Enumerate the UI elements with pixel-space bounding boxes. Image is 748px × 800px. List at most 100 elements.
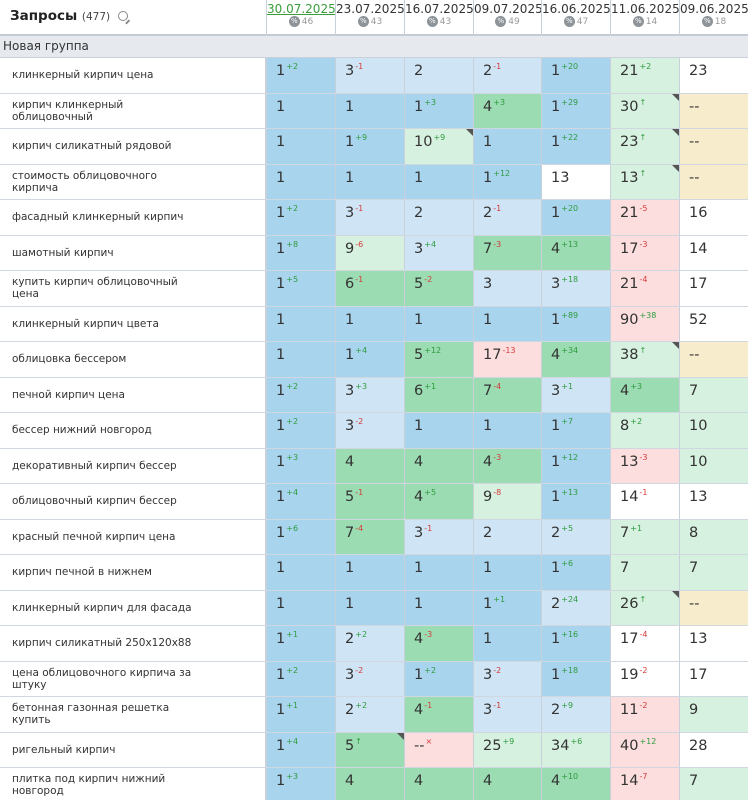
position-cell[interactable]: 1: [266, 93, 335, 128]
position-cell[interactable]: 1+29: [541, 93, 610, 128]
position-cell[interactable]: 17-13: [473, 342, 541, 377]
position-cell[interactable]: --: [679, 129, 748, 164]
position-cell[interactable]: --×: [404, 732, 473, 767]
position-cell[interactable]: 4: [404, 768, 473, 800]
position-cell[interactable]: 7: [679, 377, 748, 412]
position-cell[interactable]: 8: [679, 519, 748, 554]
query-text[interactable]: цена облицовочного кирпича за штуку: [0, 661, 266, 696]
position-cell[interactable]: 3+3: [335, 377, 404, 412]
position-cell[interactable]: 21+2: [610, 58, 679, 93]
position-cell[interactable]: 14-7: [610, 768, 679, 800]
position-cell[interactable]: 52: [679, 306, 748, 341]
query-text[interactable]: бессер нижний новгород: [0, 413, 266, 448]
position-cell[interactable]: 1: [473, 413, 541, 448]
query-text[interactable]: декоративный кирпич бессер: [0, 448, 266, 483]
position-cell[interactable]: 21-5: [610, 200, 679, 235]
position-cell[interactable]: 1+2: [266, 200, 335, 235]
position-cell[interactable]: 5↑: [335, 732, 404, 767]
position-cell[interactable]: 90+38: [610, 306, 679, 341]
queries-header[interactable]: Запросы (477): [10, 8, 128, 24]
position-cell[interactable]: 17: [679, 271, 748, 306]
date-label[interactable]: 09.07.2025: [474, 2, 543, 16]
query-text[interactable]: облицовочный кирпич бессер: [0, 484, 266, 519]
position-cell[interactable]: 13: [679, 626, 748, 661]
query-text[interactable]: стоимость облицовочного кирпича: [0, 164, 266, 199]
position-cell[interactable]: 1+6: [541, 555, 610, 590]
query-text[interactable]: плитка под кирпич нижний новгород: [0, 768, 266, 800]
position-cell[interactable]: 2-1: [473, 58, 541, 93]
date-label[interactable]: 11.06.2025: [611, 2, 680, 16]
percent-icon[interactable]: %: [701, 16, 713, 27]
position-cell[interactable]: 7: [610, 555, 679, 590]
position-cell[interactable]: 1+2: [266, 413, 335, 448]
query-text[interactable]: бетонная газонная решетка купить: [0, 697, 266, 732]
position-cell[interactable]: 1: [335, 306, 404, 341]
query-text[interactable]: кирпич силикатный рядовой: [0, 129, 266, 164]
position-cell[interactable]: 4+5: [404, 484, 473, 519]
position-cell[interactable]: 1+3: [266, 448, 335, 483]
position-cell[interactable]: 6-1: [335, 271, 404, 306]
position-cell[interactable]: 25+9: [473, 732, 541, 767]
position-cell[interactable]: 7: [679, 555, 748, 590]
position-cell[interactable]: 1+1: [473, 590, 541, 625]
percent-icon[interactable]: %: [632, 16, 644, 27]
position-cell[interactable]: 9-6: [335, 235, 404, 270]
query-text[interactable]: клинкерный кирпич цена: [0, 58, 266, 93]
position-cell[interactable]: 1+7: [541, 413, 610, 448]
position-cell[interactable]: 1: [404, 555, 473, 590]
query-text[interactable]: кирпич силикатный 250х120х88: [0, 626, 266, 661]
position-cell[interactable]: --: [679, 164, 748, 199]
position-cell[interactable]: 21-4: [610, 271, 679, 306]
position-cell[interactable]: 4+3: [473, 93, 541, 128]
query-text[interactable]: клинкерный кирпич для фасада: [0, 590, 266, 625]
date-column-header[interactable]: 16.06.2025% 47: [541, 0, 611, 36]
position-cell[interactable]: 4: [335, 448, 404, 483]
position-cell[interactable]: 3-1: [335, 58, 404, 93]
position-cell[interactable]: 3-2: [473, 661, 541, 696]
position-cell[interactable]: 4-3: [404, 626, 473, 661]
position-cell[interactable]: 1: [473, 555, 541, 590]
percent-icon[interactable]: %: [426, 16, 438, 27]
position-cell[interactable]: 4+34: [541, 342, 610, 377]
query-text[interactable]: ригельный кирпич: [0, 732, 266, 767]
position-cell[interactable]: 1+9: [335, 129, 404, 164]
position-cell[interactable]: 1+1: [266, 697, 335, 732]
position-cell[interactable]: 5-1: [335, 484, 404, 519]
position-cell[interactable]: 1+16: [541, 626, 610, 661]
position-cell[interactable]: 1+89: [541, 306, 610, 341]
date-label[interactable]: 23.07.2025: [336, 2, 405, 16]
position-cell[interactable]: 1+6: [266, 519, 335, 554]
position-cell[interactable]: 11-2: [610, 697, 679, 732]
position-cell[interactable]: 7-4: [335, 519, 404, 554]
date-column-header[interactable]: 11.06.2025% 14: [610, 0, 680, 36]
position-cell[interactable]: 13↑: [610, 164, 679, 199]
position-cell[interactable]: 28: [679, 732, 748, 767]
position-cell[interactable]: 5-2: [404, 271, 473, 306]
position-cell[interactable]: 14-1: [610, 484, 679, 519]
position-cell[interactable]: 1+13: [541, 484, 610, 519]
date-label[interactable]: 16.07.2025: [405, 2, 474, 16]
position-cell[interactable]: 1+2: [266, 58, 335, 93]
position-cell[interactable]: 1+4: [266, 484, 335, 519]
position-cell[interactable]: 1+22: [541, 129, 610, 164]
position-cell[interactable]: 9-8: [473, 484, 541, 519]
position-cell[interactable]: 23: [679, 58, 748, 93]
position-cell[interactable]: 1: [335, 164, 404, 199]
position-cell[interactable]: 3+18: [541, 271, 610, 306]
position-cell[interactable]: 3-1: [473, 697, 541, 732]
position-cell[interactable]: --: [679, 93, 748, 128]
date-column-header[interactable]: 30.07.2025% 46: [266, 0, 336, 36]
position-cell[interactable]: 4+3: [610, 377, 679, 412]
position-cell[interactable]: 1: [404, 413, 473, 448]
position-cell[interactable]: 2: [404, 200, 473, 235]
position-cell[interactable]: 1: [404, 306, 473, 341]
date-column-header[interactable]: 16.07.2025% 43: [404, 0, 474, 36]
position-cell[interactable]: 9: [679, 697, 748, 732]
position-cell[interactable]: 4: [404, 448, 473, 483]
position-cell[interactable]: 1: [473, 129, 541, 164]
position-cell[interactable]: 1: [266, 590, 335, 625]
query-text[interactable]: кирпич клинкерный облицовочный: [0, 93, 266, 128]
query-text[interactable]: печной кирпич цена: [0, 377, 266, 412]
query-text[interactable]: кирпич печной в нижнем: [0, 555, 266, 590]
position-cell[interactable]: 13: [541, 164, 610, 199]
